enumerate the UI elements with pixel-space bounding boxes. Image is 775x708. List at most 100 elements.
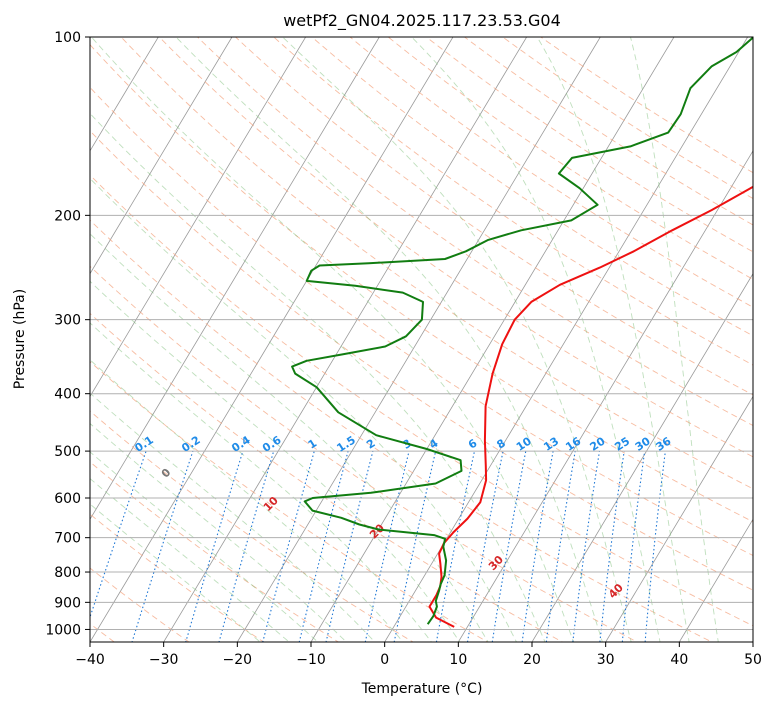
x-tick-label: 10 (449, 652, 467, 668)
dry-adiabat-line (90, 174, 753, 627)
isotherm-line (90, 37, 454, 642)
dry-adiabat-line (90, 130, 753, 591)
isopleth-labels: 0.10.20.40.611.52346810131620253036-100-… (132, 433, 673, 601)
dry-adiabat-line (90, 513, 265, 642)
dry-adiabat-line (311, 37, 753, 337)
mixing-ratio-line (435, 450, 476, 642)
mixing-ratio-label: 1.5 (334, 433, 357, 455)
mixing-ratio-label: 2 (364, 437, 378, 452)
moist-adiabat-line (90, 422, 347, 642)
pressure-gridlines (90, 37, 753, 630)
y-tick-label: 800 (54, 565, 81, 581)
isotherm-line (310, 37, 675, 642)
dry-adiabat-label: 30 (486, 553, 506, 573)
dry-adiabat-line (90, 265, 639, 642)
isotherm-line (384, 37, 749, 642)
background-isopleths (0, 37, 753, 642)
moist-adiabat-line (90, 359, 404, 642)
dry-adiabat-line (158, 37, 753, 458)
mixing-ratio-line (491, 450, 527, 642)
mixing-ratio-line (325, 450, 374, 642)
x-axis: −40 −30 −20 −10 0 10 20 30 40 50 (75, 642, 762, 668)
y-tick-label: 700 (54, 531, 81, 547)
moist-adiabat-line (90, 322, 432, 642)
mixing-ratio-line (185, 450, 244, 642)
dry-adiabat-line (90, 86, 753, 557)
x-tick-label: −30 (149, 652, 179, 668)
profile-line (291, 37, 753, 625)
mixing-ratio-line (298, 450, 349, 642)
dry-adiabat-line (349, 37, 753, 308)
dry-adiabat-line (90, 219, 713, 642)
x-tick-label: 50 (744, 652, 762, 668)
mixing-ratio-line (644, 451, 666, 642)
y-axis: 100 200 300 400 500 600 700 800 900 1000 (45, 30, 90, 638)
dry-adiabat-line (273, 37, 753, 366)
chart-title: wetPf2_GN04.2025.117.23.53.G04 (283, 11, 561, 31)
isotherm-line (90, 37, 380, 520)
mixing-ratio-line (262, 450, 315, 642)
isotherm-line (163, 37, 528, 642)
y-tick-label: 500 (54, 444, 81, 460)
dry-adiabat-line (90, 312, 564, 642)
sounding-profiles (291, 37, 753, 628)
y-tick-label: 100 (54, 30, 81, 46)
isotherm-line (605, 395, 753, 642)
x-tick-label: −20 (223, 652, 253, 668)
mixing-ratio-label: 0.6 (260, 433, 284, 455)
dry-adiabat-label: 40 (606, 581, 626, 601)
dry-adiabat-line (425, 37, 753, 253)
moist-adiabat-line (411, 37, 661, 642)
x-tick-label: 30 (597, 652, 615, 668)
moist-adiabat-line (175, 37, 603, 642)
mixing-ratio-label: 0.4 (229, 433, 253, 455)
moist-adiabat-line (282, 37, 632, 642)
isotherm-line (457, 150, 753, 642)
isotherm-line (531, 272, 753, 642)
dry-adiabat-line (90, 461, 340, 642)
isotherm-line (752, 641, 753, 642)
y-tick-label: 200 (54, 208, 81, 224)
moist-adiabat-line (90, 233, 489, 642)
dry-adiabat-line (120, 37, 753, 490)
dry-adiabat-line (463, 37, 753, 226)
mixing-ratio-label: 8 (494, 437, 508, 452)
moist-adiabat-line (90, 177, 518, 642)
isotherm-line (90, 37, 233, 275)
isotherm-line (678, 518, 753, 642)
moist-adiabat-line (536, 37, 690, 642)
x-tick-label: −10 (296, 652, 326, 668)
dry-adiabat-line (234, 37, 753, 396)
x-tick-label: 20 (523, 652, 541, 668)
x-axis-label: Temperature (°C) (361, 681, 483, 697)
moist-adiabat-line (630, 37, 719, 642)
isotherm-line (0, 37, 11, 642)
dry-adiabat-label: 10 (261, 494, 281, 514)
x-tick-label: 40 (670, 652, 688, 668)
y-tick-label: 1000 (45, 622, 81, 638)
mixing-ratio-label: 0.1 (132, 433, 155, 455)
mixing-ratio-line (90, 450, 147, 619)
isotherm-line (90, 37, 159, 152)
y-tick-label: 400 (54, 387, 81, 403)
plot-frame (89, 36, 754, 643)
x-tick-label: 0 (380, 652, 389, 668)
dry-adiabat-line (90, 567, 190, 642)
isotherm-line (90, 37, 307, 398)
mixing-ratio-line (466, 450, 504, 642)
y-tick-label: 900 (54, 595, 81, 611)
mixing-ratio-label: 6 (466, 436, 480, 451)
mixing-ratio-line (131, 450, 194, 642)
dry-adiabat-line (387, 37, 753, 280)
mixing-ratio-line (545, 451, 576, 642)
moist-adiabat-line (90, 392, 376, 642)
dry-adiabat-label: 20 (367, 521, 387, 541)
dry-adiabat-line (196, 37, 753, 427)
mixing-ratio-line (218, 450, 275, 642)
mixing-ratio-line (364, 450, 410, 642)
moist-adiabat-line (91, 37, 575, 642)
isotherm-line (236, 37, 601, 642)
moist-adiabat-line (90, 451, 319, 642)
y-tick-label: 600 (54, 491, 81, 507)
